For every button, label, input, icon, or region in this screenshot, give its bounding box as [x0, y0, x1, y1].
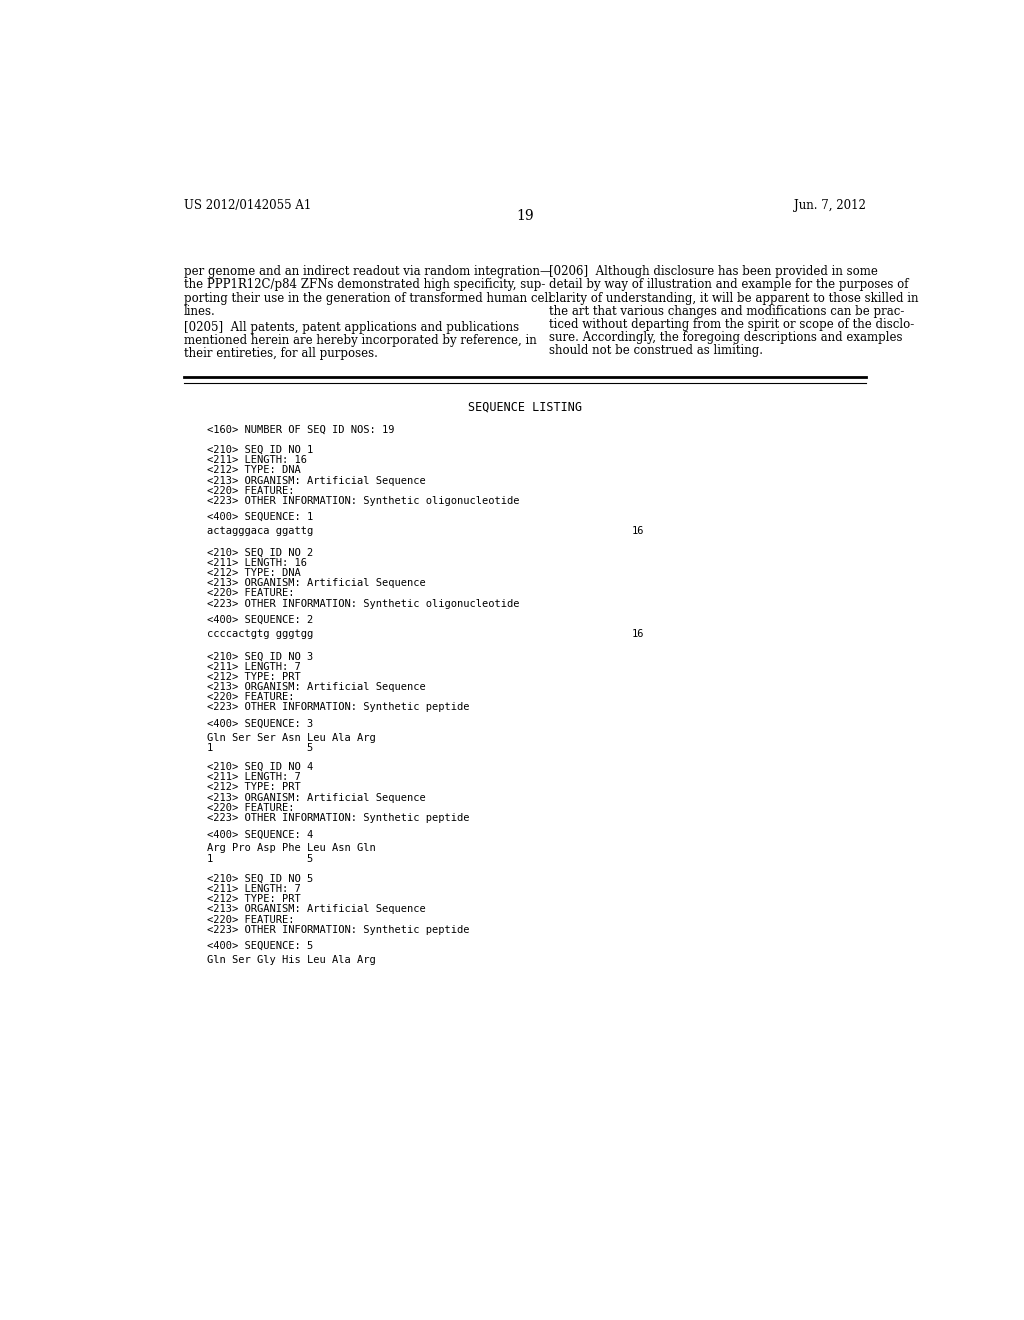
- Text: <210> SEQ ID NO 1: <210> SEQ ID NO 1: [207, 445, 313, 455]
- Text: [0206]  Although disclosure has been provided in some: [0206] Although disclosure has been prov…: [549, 265, 878, 279]
- Text: <223> OTHER INFORMATION: Synthetic peptide: <223> OTHER INFORMATION: Synthetic pepti…: [207, 925, 470, 935]
- Text: should not be construed as limiting.: should not be construed as limiting.: [549, 345, 763, 358]
- Text: <213> ORGANISM: Artificial Sequence: <213> ORGANISM: Artificial Sequence: [207, 475, 426, 486]
- Text: <211> LENGTH: 16: <211> LENGTH: 16: [207, 455, 307, 465]
- Text: <400> SEQUENCE: 2: <400> SEQUENCE: 2: [207, 615, 313, 624]
- Text: <400> SEQUENCE: 5: <400> SEQUENCE: 5: [207, 941, 313, 950]
- Text: <212> TYPE: PRT: <212> TYPE: PRT: [207, 672, 301, 681]
- Text: <400> SEQUENCE: 1: <400> SEQUENCE: 1: [207, 512, 313, 523]
- Text: <223> OTHER INFORMATION: Synthetic oligonucleotide: <223> OTHER INFORMATION: Synthetic oligo…: [207, 496, 520, 506]
- Text: <211> LENGTH: 7: <211> LENGTH: 7: [207, 661, 301, 672]
- Text: Gln Ser Gly His Leu Ala Arg: Gln Ser Gly His Leu Ala Arg: [207, 956, 376, 965]
- Text: their entireties, for all purposes.: their entireties, for all purposes.: [183, 347, 378, 360]
- Text: <210> SEQ ID NO 5: <210> SEQ ID NO 5: [207, 874, 313, 884]
- Text: Gln Ser Ser Asn Leu Ala Arg: Gln Ser Ser Asn Leu Ala Arg: [207, 733, 376, 743]
- Text: <160> NUMBER OF SEQ ID NOS: 19: <160> NUMBER OF SEQ ID NOS: 19: [207, 425, 395, 434]
- Text: <213> ORGANISM: Artificial Sequence: <213> ORGANISM: Artificial Sequence: [207, 578, 426, 589]
- Text: <212> TYPE: PRT: <212> TYPE: PRT: [207, 894, 301, 904]
- Text: <210> SEQ ID NO 3: <210> SEQ ID NO 3: [207, 651, 313, 661]
- Text: lines.: lines.: [183, 305, 215, 318]
- Text: 1               5: 1 5: [207, 854, 313, 863]
- Text: mentioned herein are hereby incorporated by reference, in: mentioned herein are hereby incorporated…: [183, 334, 537, 347]
- Text: <400> SEQUENCE: 4: <400> SEQUENCE: 4: [207, 829, 313, 840]
- Text: <220> FEATURE:: <220> FEATURE:: [207, 486, 295, 496]
- Text: actagggaca ggattg: actagggaca ggattg: [207, 527, 313, 536]
- Text: clarity of understanding, it will be apparent to those skilled in: clarity of understanding, it will be app…: [549, 292, 919, 305]
- Text: 1               5: 1 5: [207, 743, 313, 752]
- Text: <220> FEATURE:: <220> FEATURE:: [207, 915, 295, 924]
- Text: <213> ORGANISM: Artificial Sequence: <213> ORGANISM: Artificial Sequence: [207, 682, 426, 692]
- Text: <220> FEATURE:: <220> FEATURE:: [207, 692, 295, 702]
- Text: <223> OTHER INFORMATION: Synthetic peptide: <223> OTHER INFORMATION: Synthetic pepti…: [207, 813, 470, 822]
- Text: ccccactgtg gggtgg: ccccactgtg gggtgg: [207, 630, 313, 639]
- Text: <211> LENGTH: 7: <211> LENGTH: 7: [207, 772, 301, 783]
- Text: <212> TYPE: DNA: <212> TYPE: DNA: [207, 568, 301, 578]
- Text: per genome and an indirect readout via random integration—: per genome and an indirect readout via r…: [183, 265, 551, 279]
- Text: <211> LENGTH: 7: <211> LENGTH: 7: [207, 884, 301, 894]
- Text: US 2012/0142055 A1: US 2012/0142055 A1: [183, 199, 311, 213]
- Text: 16: 16: [632, 527, 644, 536]
- Text: <223> OTHER INFORMATION: Synthetic peptide: <223> OTHER INFORMATION: Synthetic pepti…: [207, 702, 470, 713]
- Text: <220> FEATURE:: <220> FEATURE:: [207, 589, 295, 598]
- Text: the PPP1R12C/p84 ZFNs demonstrated high specificity, sup-: the PPP1R12C/p84 ZFNs demonstrated high …: [183, 279, 545, 292]
- Text: 19: 19: [516, 210, 534, 223]
- Text: <210> SEQ ID NO 2: <210> SEQ ID NO 2: [207, 548, 313, 557]
- Text: Jun. 7, 2012: Jun. 7, 2012: [795, 199, 866, 213]
- Text: <211> LENGTH: 16: <211> LENGTH: 16: [207, 558, 307, 568]
- Text: [0205]  All patents, patent applications and publications: [0205] All patents, patent applications …: [183, 321, 519, 334]
- Text: detail by way of illustration and example for the purposes of: detail by way of illustration and exampl…: [549, 279, 908, 292]
- Text: <212> TYPE: PRT: <212> TYPE: PRT: [207, 783, 301, 792]
- Text: <213> ORGANISM: Artificial Sequence: <213> ORGANISM: Artificial Sequence: [207, 792, 426, 803]
- Text: porting their use in the generation of transformed human cell: porting their use in the generation of t…: [183, 292, 552, 305]
- Text: the art that various changes and modifications can be prac-: the art that various changes and modific…: [549, 305, 904, 318]
- Text: <210> SEQ ID NO 4: <210> SEQ ID NO 4: [207, 762, 313, 772]
- Text: <400> SEQUENCE: 3: <400> SEQUENCE: 3: [207, 718, 313, 729]
- Text: SEQUENCE LISTING: SEQUENCE LISTING: [468, 400, 582, 413]
- Text: <213> ORGANISM: Artificial Sequence: <213> ORGANISM: Artificial Sequence: [207, 904, 426, 915]
- Text: sure. Accordingly, the foregoing descriptions and examples: sure. Accordingly, the foregoing descrip…: [549, 331, 902, 345]
- Text: ticed without departing from the spirit or scope of the disclo-: ticed without departing from the spirit …: [549, 318, 913, 331]
- Text: 16: 16: [632, 630, 644, 639]
- Text: <212> TYPE: DNA: <212> TYPE: DNA: [207, 466, 301, 475]
- Text: Arg Pro Asp Phe Leu Asn Gln: Arg Pro Asp Phe Leu Asn Gln: [207, 843, 376, 854]
- Text: <220> FEATURE:: <220> FEATURE:: [207, 803, 295, 813]
- Text: <223> OTHER INFORMATION: Synthetic oligonucleotide: <223> OTHER INFORMATION: Synthetic oligo…: [207, 598, 520, 609]
